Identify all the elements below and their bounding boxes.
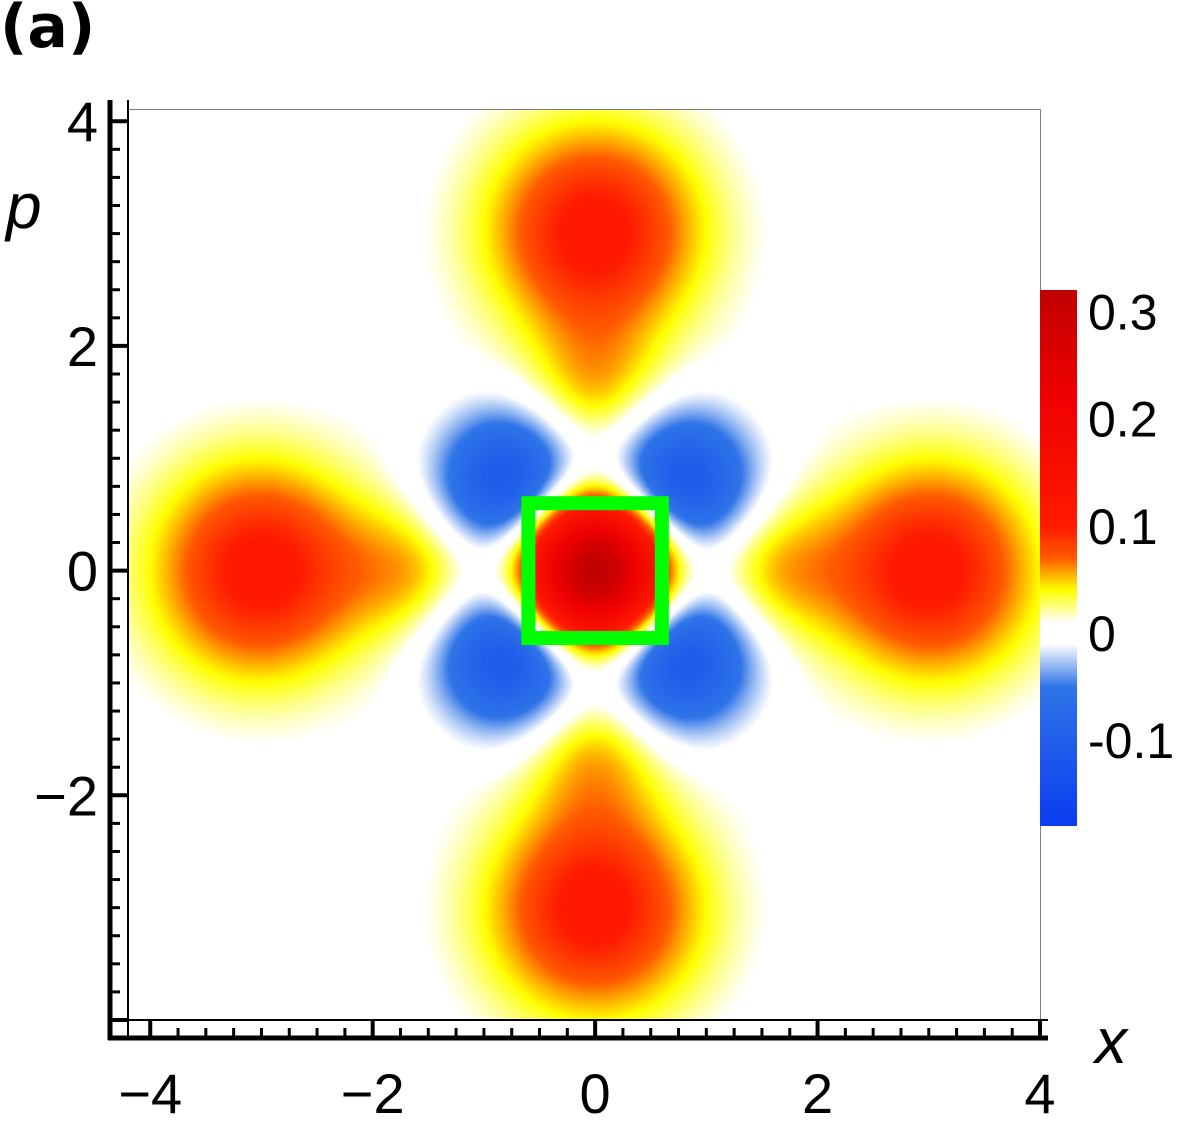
x-tick-label: 4	[1024, 1062, 1055, 1123]
colorbar-ticks: 0.3 0.2 0.1 0 -0.1	[1088, 284, 1174, 769]
y-tick-label: −2	[34, 764, 98, 827]
colorbar-gradient	[1040, 290, 1077, 826]
y-tick-label: 2	[67, 315, 98, 378]
y-axis-label: p	[4, 170, 42, 242]
colorbar-tick-label: -0.1	[1088, 713, 1174, 769]
x-axis-label: x	[1092, 1005, 1129, 1077]
x-tick-label: 0	[580, 1062, 611, 1123]
y-axis: −2 0 2 4	[34, 90, 129, 1040]
heatmap-canvas	[128, 110, 1040, 1020]
colorbar-tick-label: 0	[1088, 606, 1116, 662]
heatmap-container	[128, 110, 1040, 1020]
x-tick-label: −2	[341, 1062, 405, 1123]
panel-label: (a)	[0, 0, 96, 62]
colorbar-tick-label: 0.3	[1088, 284, 1158, 340]
colorbar: 0.3 0.2 0.1 0 -0.1	[1040, 284, 1174, 826]
colorbar-tick-label: 0.2	[1088, 392, 1158, 448]
highlight-box	[521, 496, 669, 646]
x-tick-label: 2	[802, 1062, 833, 1123]
x-axis: −4 −2 0 2 4	[108, 1019, 1056, 1123]
colorbar-tick-label: 0.1	[1088, 499, 1158, 555]
y-tick-label: 4	[67, 90, 98, 153]
plot-area	[127, 109, 1041, 1021]
x-tick-label: −4	[118, 1062, 182, 1123]
y-tick-label: 0	[67, 540, 98, 603]
